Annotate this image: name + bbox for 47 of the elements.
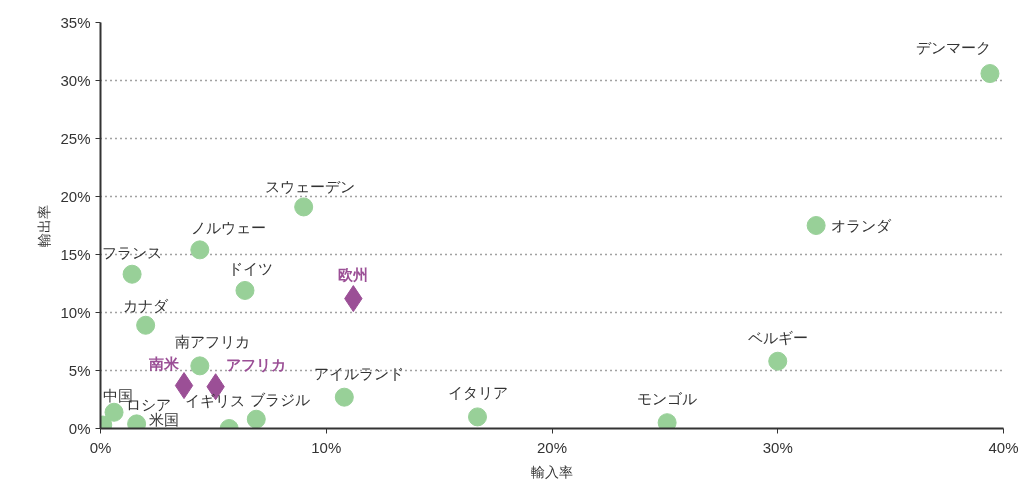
annotation: ブラジル — [250, 390, 311, 408]
annotation: アイルランド — [314, 364, 405, 382]
point — [294, 197, 314, 217]
annotation: 南アフリカ — [175, 333, 251, 351]
point — [980, 64, 1000, 84]
point — [657, 413, 677, 429]
annotation: イギリス — [185, 392, 246, 409]
y-tick-label: 5% — [68, 362, 91, 379]
y-tick-label: 10% — [60, 304, 91, 321]
annotation: モンゴル — [637, 390, 698, 408]
point — [468, 407, 487, 427]
annotation: アフリカ — [225, 356, 286, 374]
point — [136, 315, 156, 335]
annotation: オランダ — [831, 217, 893, 234]
point — [768, 351, 788, 371]
point — [246, 409, 266, 429]
annotation: 欧州 — [338, 266, 369, 284]
annotation: カナダ — [123, 296, 170, 314]
annotation: スウェーデン — [264, 178, 355, 196]
x-tick-label: 0% — [89, 438, 112, 456]
annotation: 南米 — [148, 355, 181, 373]
annotation: デンマーク — [916, 39, 992, 57]
x-tick-label: 20% — [536, 438, 568, 456]
y-tick-label: 30% — [60, 72, 91, 89]
point — [190, 240, 210, 260]
annotation: イタリア — [447, 384, 508, 402]
point — [104, 402, 124, 422]
point — [235, 280, 255, 300]
annotation: ベルギー — [747, 328, 808, 346]
annotation: ドイツ — [228, 259, 274, 277]
y-tick-label: 35% — [60, 14, 91, 31]
x-tick-label: 40% — [988, 438, 1019, 456]
y-axis-title: 輸出率 — [36, 204, 53, 247]
point — [334, 387, 354, 407]
y-tick-label: 15% — [60, 246, 91, 263]
y-tick-label: 0% — [68, 420, 91, 437]
y-tick-label: 20% — [60, 188, 91, 205]
annotation: ノルウェー — [191, 219, 267, 237]
point — [806, 216, 826, 235]
y-tick-label: 25% — [60, 130, 91, 147]
annotation: フランス — [102, 243, 163, 261]
point — [122, 264, 142, 284]
x-tick-label: 30% — [762, 438, 793, 456]
x-axis-title: 輸入率 — [531, 463, 573, 480]
point — [190, 356, 210, 376]
x-tick-label: 10% — [311, 438, 342, 456]
annotation: 米国 — [148, 411, 179, 429]
